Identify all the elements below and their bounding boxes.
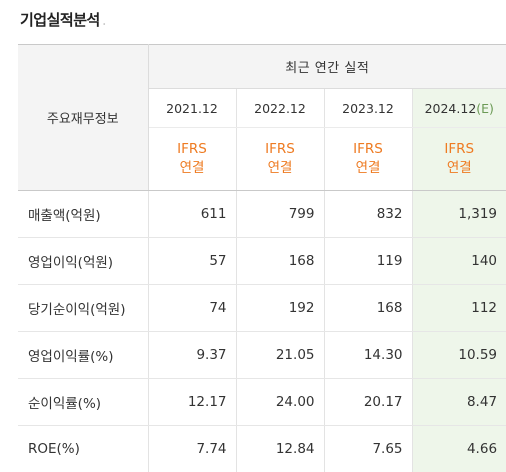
table-cell-estimate: 112	[412, 285, 506, 332]
table-cell: 799	[236, 191, 324, 238]
table-cell: 12.17	[148, 379, 236, 426]
row-label: 순이익률(%)	[18, 379, 148, 426]
table-cell: 57	[148, 238, 236, 285]
year-header-2024-estimate: 2024.12(E)	[412, 89, 506, 128]
table-cell: 7.74	[148, 426, 236, 472]
table-row-net-income: 당기순이익(억원) 74 192 168 112	[18, 285, 506, 332]
table-cell: 168	[236, 238, 324, 285]
year-header-2023: 2023.12	[324, 89, 412, 128]
table-row-revenue: 매출액(억원) 611 799 832 1,319	[18, 191, 506, 238]
label-column-header: 주요재무정보	[18, 45, 148, 191]
table-cell: 192	[236, 285, 324, 332]
row-label: 매출액(억원)	[18, 191, 148, 238]
table-row-operating-profit: 영업이익(억원) 57 168 119 140	[18, 238, 506, 285]
table-cell: 7.65	[324, 426, 412, 472]
estimate-mark: (E)	[476, 101, 494, 116]
table-cell: 832	[324, 191, 412, 238]
row-label: 당기순이익(억원)	[18, 285, 148, 332]
table-cell-estimate: 4.66	[412, 426, 506, 472]
row-label: ROE(%)	[18, 426, 148, 472]
table-cell: 9.37	[148, 332, 236, 379]
table-cell: 21.05	[236, 332, 324, 379]
table-cell: 20.17	[324, 379, 412, 426]
financial-summary-table: 주요재무정보 최근 연간 실적 2021.12 2022.12 2023.12 …	[18, 44, 506, 472]
title-dot-mark: .	[102, 11, 106, 29]
table-cell-estimate: 1,319	[412, 191, 506, 238]
table-cell-estimate: 10.59	[412, 332, 506, 379]
table-cell-estimate: 140	[412, 238, 506, 285]
table-row-net-margin: 순이익률(%) 12.17 24.00 20.17 8.47	[18, 379, 506, 426]
table-row-operating-margin: 영업이익률(%) 9.37 21.05 14.30 10.59	[18, 332, 506, 379]
year-header-2021: 2021.12	[148, 89, 236, 128]
annual-results-header: 최근 연간 실적	[148, 45, 506, 89]
row-label: 영업이익률(%)	[18, 332, 148, 379]
table-cell: 12.84	[236, 426, 324, 472]
table-cell-estimate: 8.47	[412, 379, 506, 426]
table-cell: 611	[148, 191, 236, 238]
row-label: 영업이익(억원)	[18, 238, 148, 285]
table-cell: 24.00	[236, 379, 324, 426]
table-cell: 14.30	[324, 332, 412, 379]
section-title: 기업실적분석.	[20, 9, 106, 30]
table-cell: 168	[324, 285, 412, 332]
year-header-2022: 2022.12	[236, 89, 324, 128]
table-row-roe: ROE(%) 7.74 12.84 7.65 4.66	[18, 426, 506, 472]
table-cell: 119	[324, 238, 412, 285]
table-cell: 74	[148, 285, 236, 332]
